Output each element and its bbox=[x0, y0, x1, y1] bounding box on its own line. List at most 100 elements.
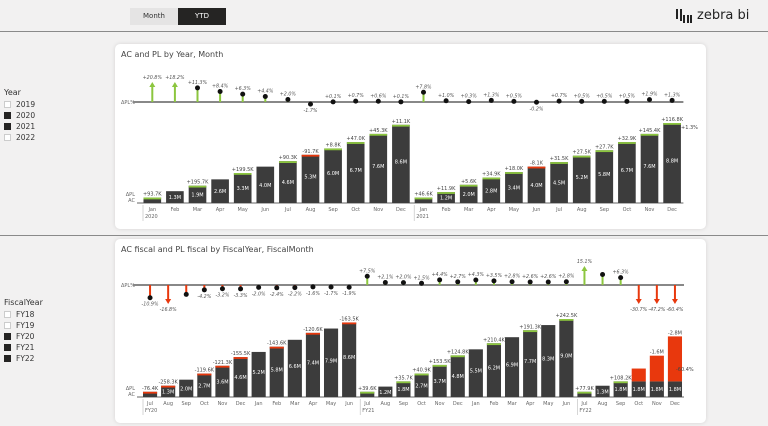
checkbox-icon[interactable] bbox=[4, 123, 11, 130]
slicer-item-2019[interactable]: 2019 bbox=[4, 99, 35, 110]
svg-text:+0.5%: +0.5% bbox=[619, 93, 636, 99]
checkbox-icon[interactable] bbox=[4, 322, 11, 329]
svg-text:+0.6%: +0.6% bbox=[370, 93, 387, 99]
svg-text:+35.7K: +35.7K bbox=[394, 375, 413, 381]
svg-text:4.6M: 4.6M bbox=[234, 375, 246, 381]
slicer-item-2022[interactable]: 2022 bbox=[4, 132, 35, 143]
x-tick-label: Dec bbox=[396, 207, 406, 213]
ac-bar bbox=[301, 154, 320, 203]
slicer-item-2020[interactable]: 2020 bbox=[4, 110, 35, 121]
x-tick-label: Jan bbox=[147, 207, 156, 213]
ac-bar bbox=[269, 346, 284, 397]
ytd-button[interactable]: YTD bbox=[178, 8, 226, 25]
svg-text:-2.0%: -2.0% bbox=[252, 291, 266, 297]
checkbox-icon[interactable] bbox=[4, 101, 11, 108]
svg-text:1.8M: 1.8M bbox=[651, 387, 663, 393]
svg-text:+7.8%: +7.8% bbox=[415, 84, 432, 90]
checkbox-icon[interactable] bbox=[4, 344, 11, 351]
checkbox-icon[interactable] bbox=[4, 355, 11, 362]
svg-text:-60.4%: -60.4% bbox=[666, 307, 683, 313]
checkbox-icon[interactable] bbox=[4, 333, 11, 340]
ac-bar bbox=[577, 391, 592, 397]
svg-text:8.6M: 8.6M bbox=[395, 159, 407, 165]
svg-text:+93.7K: +93.7K bbox=[143, 192, 162, 198]
svg-text:+27.7K: +27.7K bbox=[595, 144, 614, 150]
svg-text:-163.5K: -163.5K bbox=[339, 316, 359, 322]
slicer-item-fy21[interactable]: FY21 bbox=[4, 342, 43, 353]
slicer-item-label: 2019 bbox=[16, 100, 36, 109]
slicer-item-2021[interactable]: 2021 bbox=[4, 121, 35, 132]
x-tick-label: Aug bbox=[598, 401, 608, 407]
svg-text:6.2M: 6.2M bbox=[488, 366, 500, 372]
slicer-item-fy22[interactable]: FY22 bbox=[4, 353, 43, 364]
month-button[interactable]: Month bbox=[130, 8, 178, 25]
svg-text:3.3M: 3.3M bbox=[237, 186, 249, 192]
svg-text:+0.3%: +0.3% bbox=[461, 94, 478, 100]
svg-text:+2.8%: +2.8% bbox=[558, 274, 575, 280]
svg-text:+2.7%: +2.7% bbox=[450, 274, 467, 280]
svg-text:+0.5%: +0.5% bbox=[506, 93, 523, 99]
svg-text:+8.8K: +8.8K bbox=[325, 142, 341, 148]
x-tick-label: Feb bbox=[272, 401, 281, 407]
svg-text:+124.8K: +124.8K bbox=[447, 349, 470, 355]
svg-text:-1.7%: -1.7% bbox=[324, 291, 338, 297]
x-tick-label: Jul bbox=[580, 401, 587, 407]
svg-text:2.7M: 2.7M bbox=[198, 383, 210, 389]
x-tick-label: Feb bbox=[170, 207, 179, 213]
svg-text:+2.6%: +2.6% bbox=[540, 274, 557, 280]
ac-bar bbox=[414, 197, 433, 203]
svg-text:2.0M: 2.0M bbox=[463, 192, 475, 198]
ac-bar bbox=[486, 343, 502, 397]
svg-text:+77.9K: +77.9K bbox=[575, 386, 594, 392]
svg-text:+108.2K: +108.2K bbox=[610, 375, 633, 381]
checkbox-icon[interactable] bbox=[4, 311, 11, 318]
svg-text:-30.7%: -30.7% bbox=[630, 307, 647, 313]
svg-text:1.3M: 1.3M bbox=[162, 389, 174, 395]
group-label: 2021 bbox=[416, 214, 429, 220]
svg-text:-47.2%: -47.2% bbox=[648, 307, 665, 313]
divider-top bbox=[0, 31, 768, 32]
ac-bar bbox=[559, 319, 574, 397]
zebra-bi-logo: zebra bi bbox=[676, 8, 749, 23]
ac-bar bbox=[505, 172, 523, 203]
svg-text:3.7M: 3.7M bbox=[434, 379, 446, 385]
row-label-ac: AC bbox=[128, 198, 135, 204]
svg-text:+1.5%: +1.5% bbox=[413, 275, 430, 281]
divider-middle bbox=[0, 235, 768, 236]
x-tick-label: Apr bbox=[216, 207, 226, 213]
svg-text:+11.3%: +11.3% bbox=[188, 80, 208, 86]
svg-text:-8.1K: -8.1K bbox=[530, 161, 544, 167]
svg-text:4.8M: 4.8M bbox=[452, 374, 464, 380]
ac-bar bbox=[166, 191, 184, 203]
svg-text:+40.9K: +40.9K bbox=[412, 368, 431, 374]
x-tick-label: Apr bbox=[487, 207, 497, 213]
svg-text:4.6M: 4.6M bbox=[282, 180, 294, 186]
checkbox-icon[interactable] bbox=[4, 112, 11, 119]
svg-text:4.0M: 4.0M bbox=[259, 183, 271, 189]
x-tick-label: Mar bbox=[464, 207, 474, 213]
ac-bar bbox=[663, 123, 681, 203]
ac-bar bbox=[256, 166, 275, 203]
x-tick-label: Dec bbox=[236, 401, 246, 407]
svg-text:1.8M: 1.8M bbox=[633, 387, 645, 393]
svg-text:+2.0%: +2.0% bbox=[395, 275, 412, 281]
checkbox-icon[interactable] bbox=[4, 134, 11, 141]
slicer-item-fy20[interactable]: FY20 bbox=[4, 331, 43, 342]
svg-text:+27.5K: +27.5K bbox=[572, 150, 591, 156]
x-tick-label: Apr bbox=[526, 401, 536, 407]
ac-bar bbox=[450, 355, 465, 397]
slicer-item-fy18[interactable]: FY18 bbox=[4, 309, 43, 320]
ac-bar bbox=[324, 148, 342, 203]
svg-text:+47.0K: +47.0K bbox=[346, 136, 365, 142]
x-tick-label: Sep bbox=[328, 207, 337, 213]
svg-text:8.3M: 8.3M bbox=[542, 357, 554, 363]
chart-card-calendar: AC and PL by Year, Month ΔPL% ΔPL AC +93.7K… bbox=[115, 44, 706, 229]
ac-bar bbox=[527, 166, 546, 203]
slicer-item-fy19[interactable]: FY19 bbox=[4, 320, 43, 331]
svg-text:+7.5%: +7.5% bbox=[359, 268, 376, 274]
x-tick-label: Nov bbox=[218, 401, 228, 407]
ac-bar bbox=[396, 381, 411, 397]
ac-bar bbox=[279, 161, 297, 203]
x-tick-label: Dec bbox=[670, 401, 680, 407]
